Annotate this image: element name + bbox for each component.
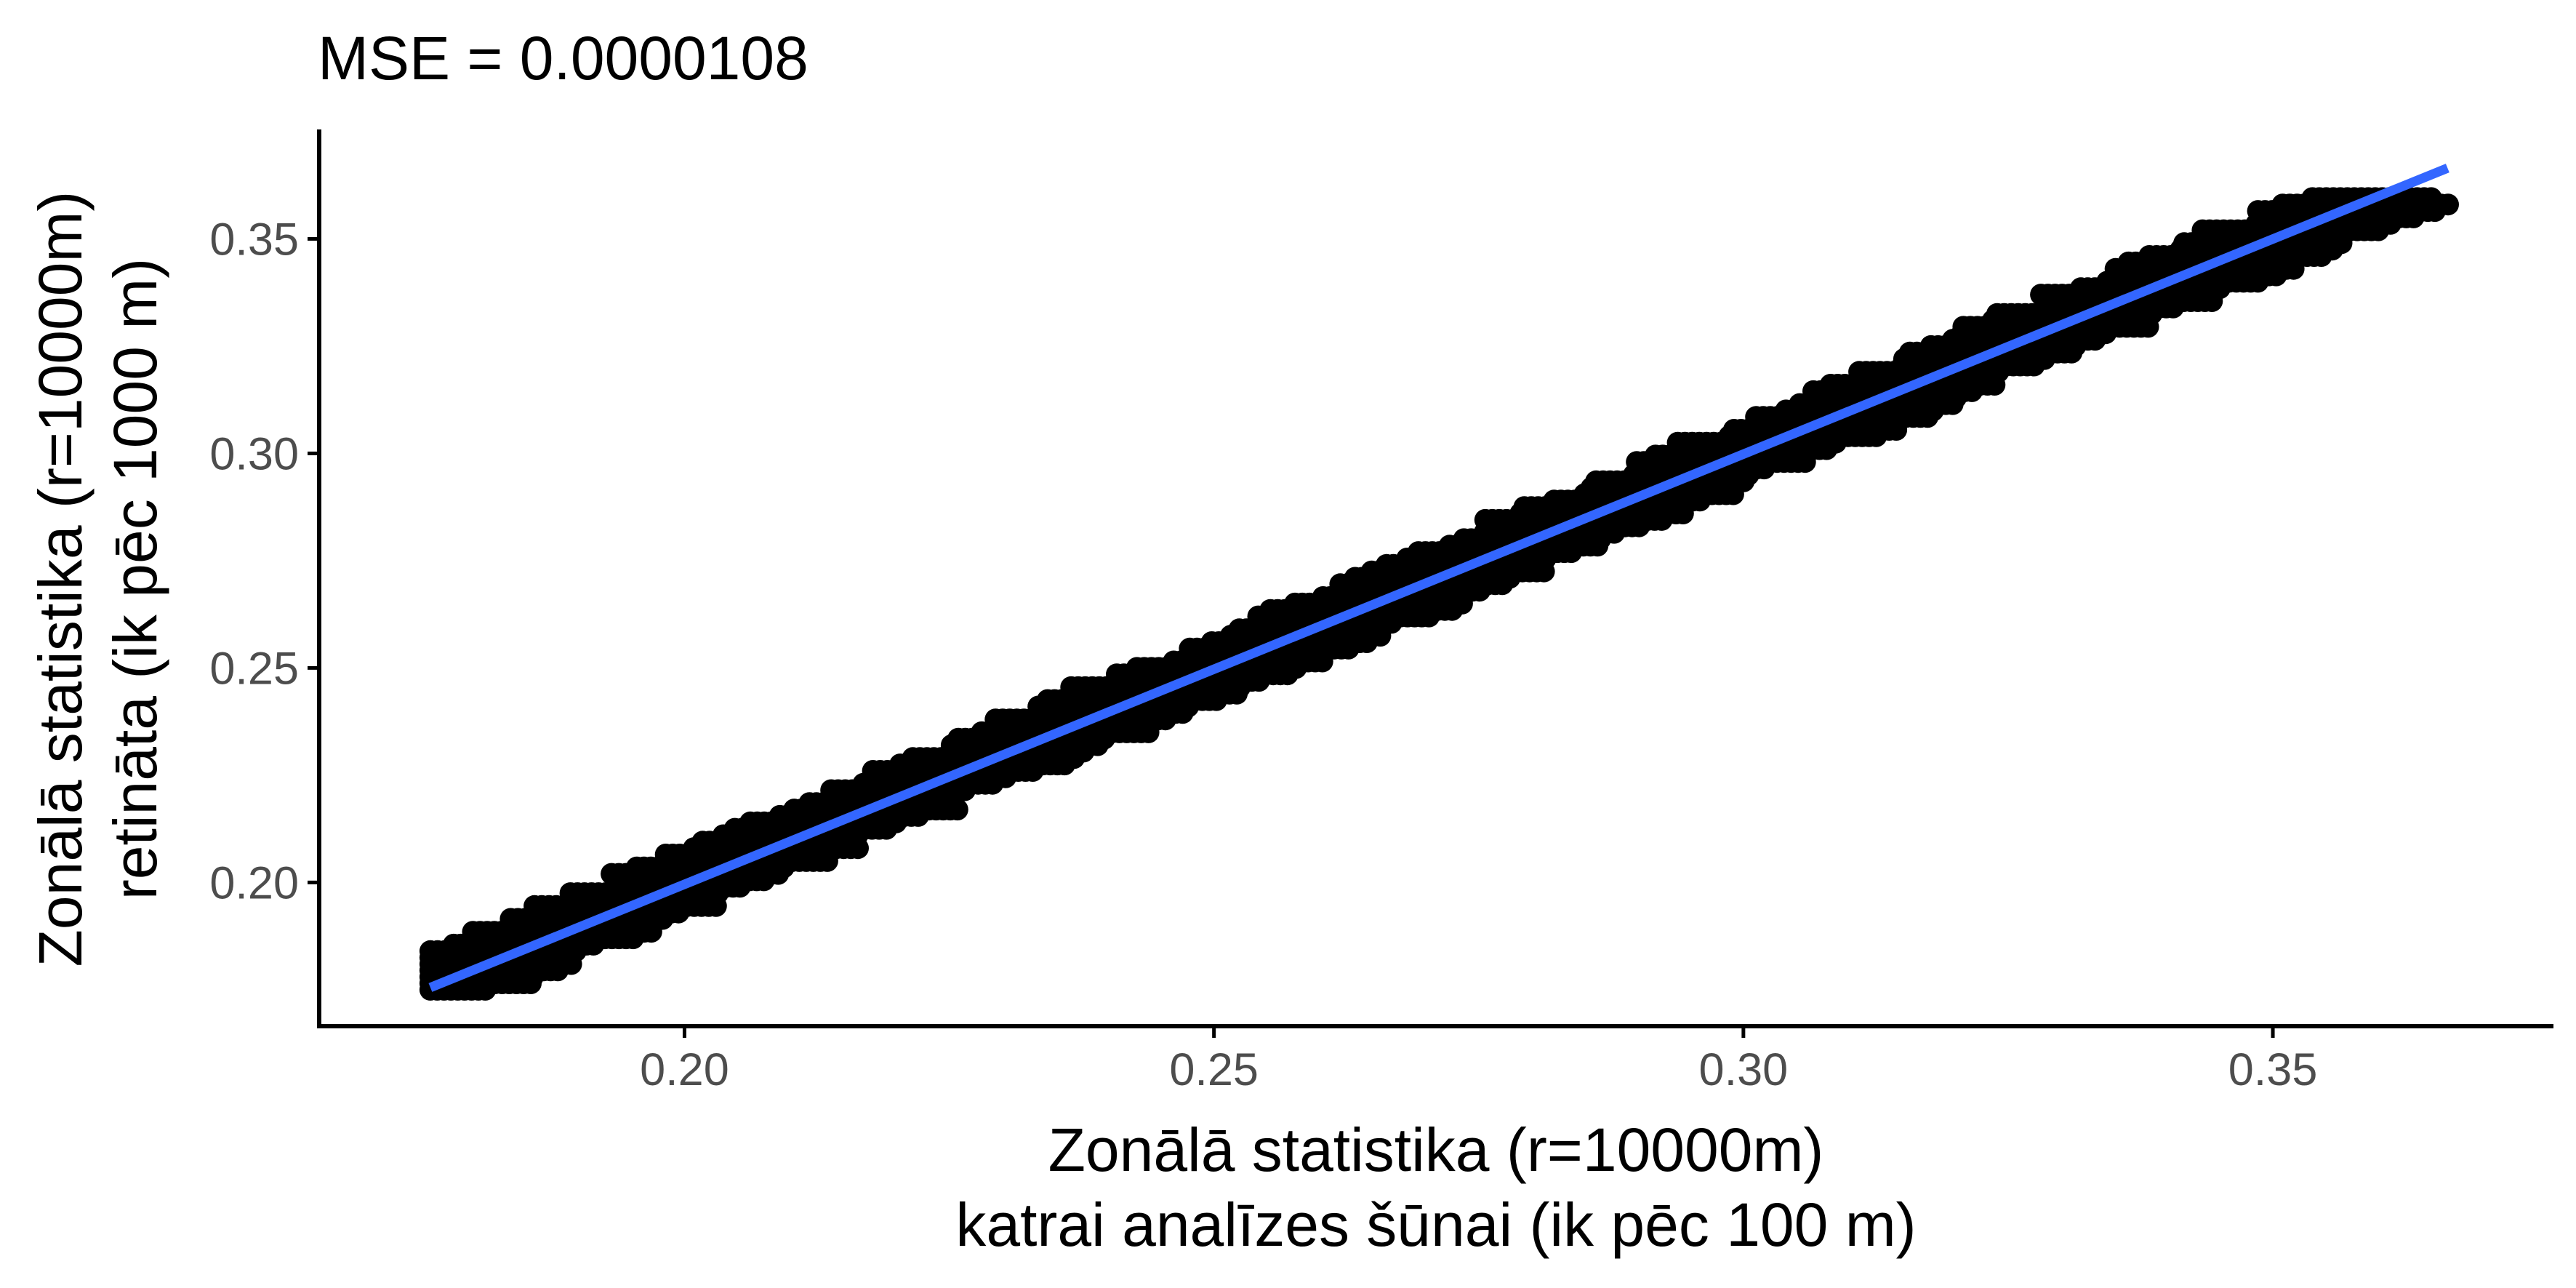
y-tick-label: 0.25 (209, 643, 299, 694)
x-tick-label: 0.35 (2228, 1044, 2318, 1095)
scatter-point (2437, 193, 2459, 216)
x-axis-title-line-1: Zonālā statistika (r=10000m) (1048, 1116, 1824, 1184)
scatter-point (2420, 187, 2442, 209)
x-tick-label: 0.30 (1699, 1044, 1789, 1095)
y-axis-ticks: 0.20 0.25 0.30 0.35 (209, 214, 319, 908)
y-tick-label: 0.30 (209, 428, 299, 479)
x-tick-label: 0.25 (1169, 1044, 1259, 1095)
x-axis-title-line-2: katrai analīzes šūnai (ik pēc 100 m) (955, 1191, 1916, 1259)
fit-line-layer (428, 164, 2449, 992)
fit-line (428, 164, 2449, 992)
chart-title: MSE = 0.0000108 (318, 24, 808, 92)
y-tick-label: 0.35 (209, 214, 299, 265)
x-tick-label: 0.20 (640, 1044, 729, 1095)
x-axis-ticks: 0.20 0.25 0.30 0.35 (640, 1026, 2317, 1095)
y-tick-label: 0.20 (209, 857, 299, 908)
scatter-points (419, 187, 2459, 1001)
y-axis-title-line-1: Zonālā statistika (r=10000m) (26, 191, 95, 967)
y-axis-title-line-2: retināta (ik pēc 1000 m) (101, 258, 169, 900)
